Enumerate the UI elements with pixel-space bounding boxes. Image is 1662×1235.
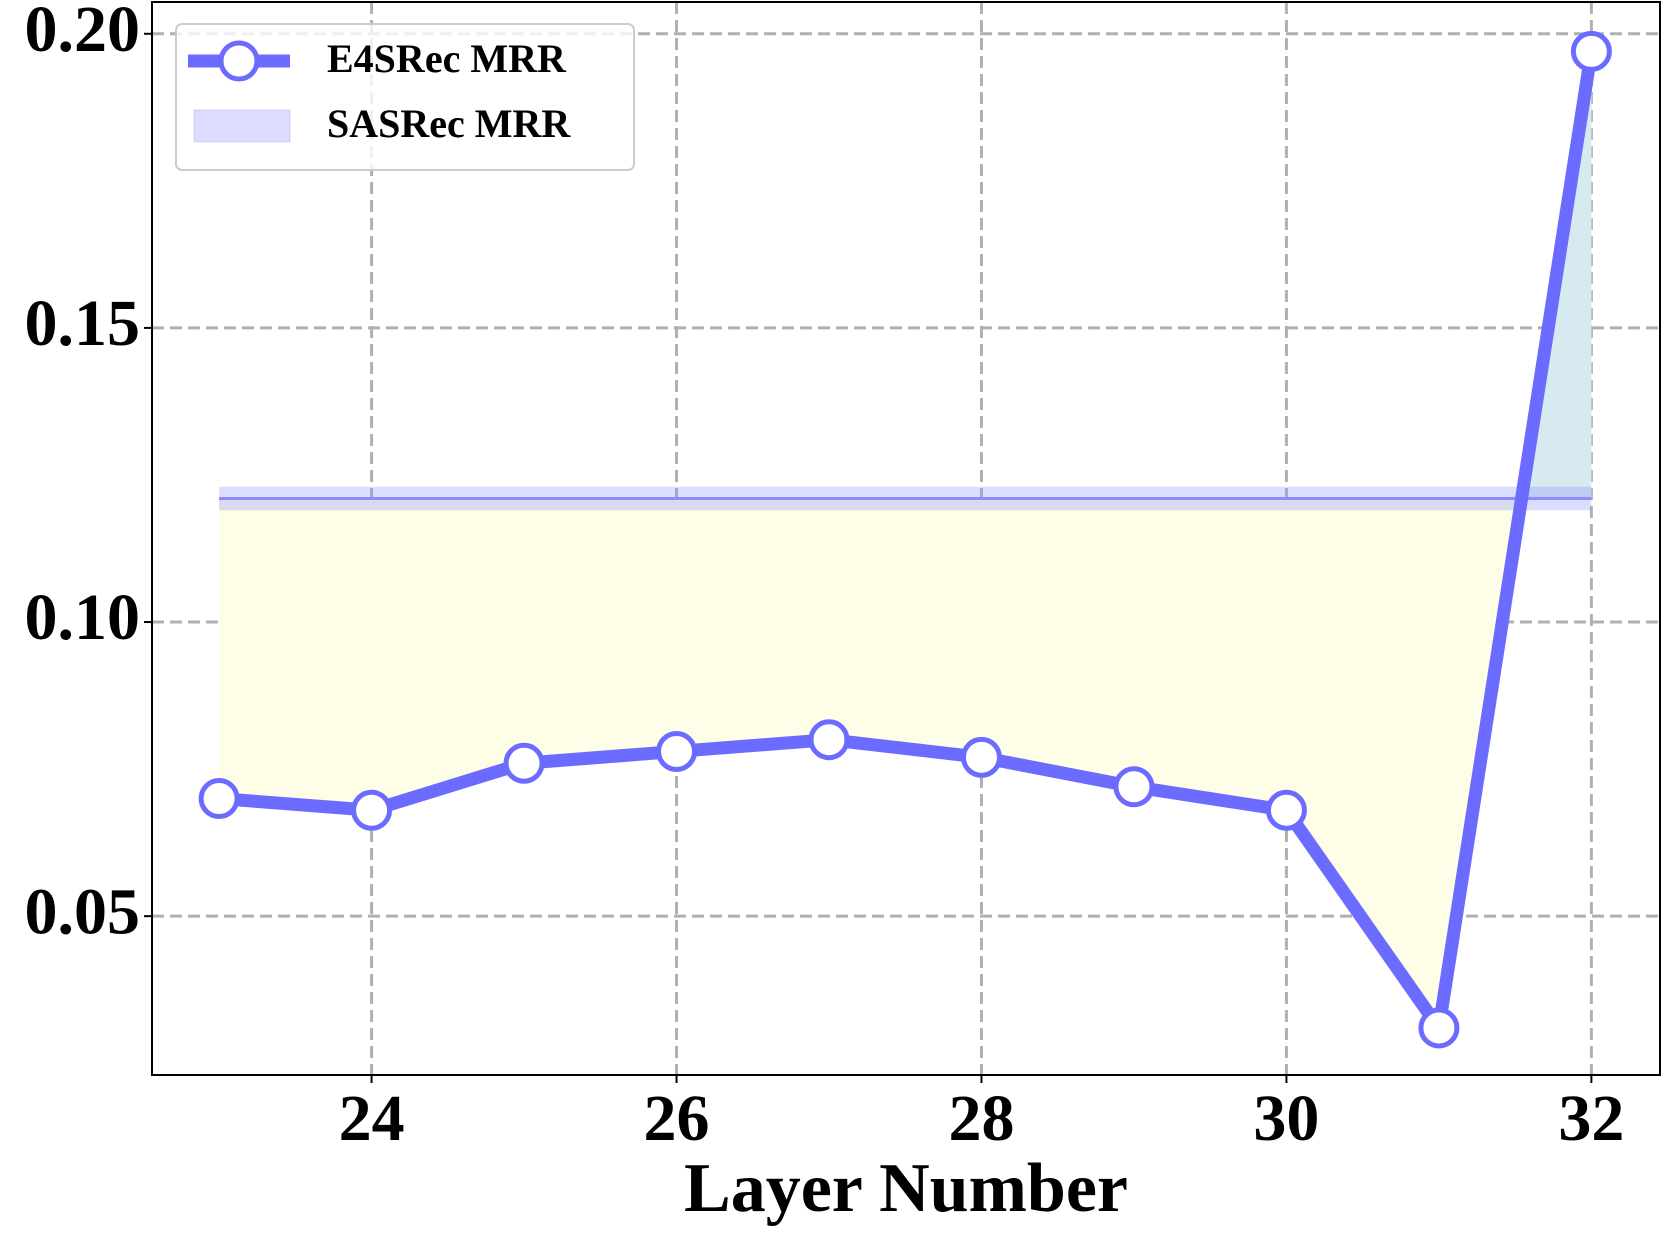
y-tick-label: 0.15 <box>25 287 141 360</box>
x-tick-label: 28 <box>948 1082 1014 1155</box>
point <box>1265 789 1307 831</box>
legend-swatch <box>193 109 291 143</box>
x-tick-label: 32 <box>1558 1082 1624 1155</box>
point <box>351 789 393 831</box>
point <box>1418 1007 1460 1049</box>
point <box>808 719 850 761</box>
x-tick-label: 24 <box>339 1082 405 1155</box>
fill-below <box>219 498 1592 1028</box>
x-tick-label: 30 <box>1253 1082 1319 1155</box>
point <box>960 736 1002 778</box>
x-tick-label: 26 <box>644 1082 710 1155</box>
y-tick-label: 0.10 <box>25 581 141 654</box>
legend-label: E4SRec MRR <box>327 36 567 81</box>
x-axis-title: Layer Number <box>684 1150 1128 1227</box>
plot-frame <box>151 1 1661 1076</box>
series-line <box>218 50 1598 1035</box>
point <box>198 778 240 820</box>
legend: E4SRec MRR SASRec MRR <box>175 23 635 171</box>
y-tick-label: 0.05 <box>25 875 141 948</box>
legend-box <box>175 23 635 171</box>
point <box>1113 766 1155 808</box>
y-tick-label: 0.20 <box>25 0 141 66</box>
point <box>656 730 698 772</box>
legend-marker <box>218 40 260 82</box>
point <box>503 742 545 784</box>
legend-label: SASRec MRR <box>327 101 571 146</box>
point <box>1570 30 1612 72</box>
